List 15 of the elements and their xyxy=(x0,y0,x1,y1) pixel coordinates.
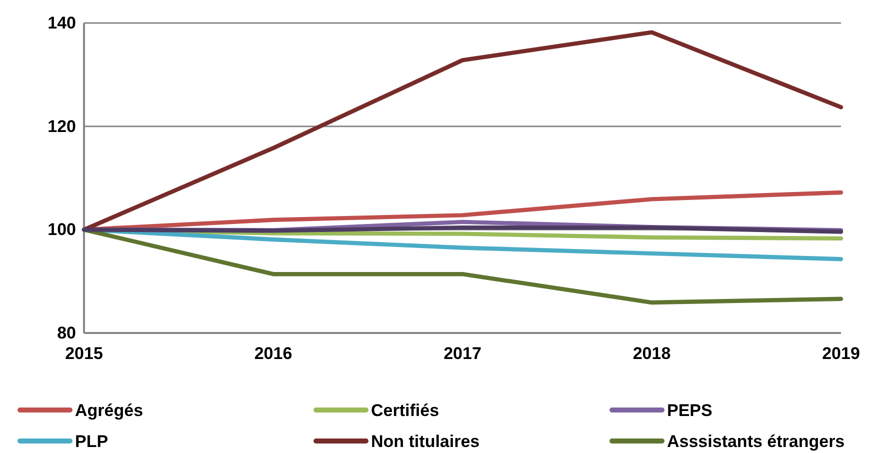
legend-label: Certifiés xyxy=(371,400,440,420)
y-tick-label: 100 xyxy=(48,220,76,240)
y-tick-label: 140 xyxy=(48,13,76,32)
legend-label: Non titulaires xyxy=(371,432,480,451)
x-tick-label: 2019 xyxy=(822,344,860,364)
x-tick-label: 2017 xyxy=(444,344,482,364)
x-tick-label: 2018 xyxy=(632,344,671,364)
legend-label: Asssistants étrangers xyxy=(667,432,845,451)
x-tick-label: 2016 xyxy=(254,344,292,364)
legend-label: PLP xyxy=(75,432,108,451)
y-tick-label: 80 xyxy=(57,323,76,342)
y-tick-label: 120 xyxy=(48,116,76,136)
legend-label: Agrégés xyxy=(75,400,144,420)
x-tick-label: 2015 xyxy=(65,344,103,364)
legend-label: PEPS xyxy=(667,400,712,420)
